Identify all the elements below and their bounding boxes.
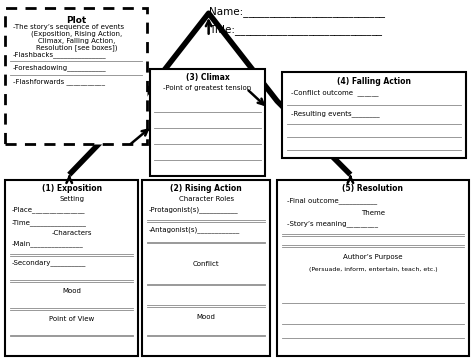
Text: (Persuade, inform, entertain, teach, etc.): (Persuade, inform, entertain, teach, etc… — [309, 267, 437, 272]
Text: -Protagonist(s)___________: -Protagonist(s)___________ — [149, 207, 238, 213]
Text: Theme: Theme — [361, 210, 385, 216]
Text: Plot: Plot — [66, 15, 86, 24]
Text: -Story’s meaning_________: -Story’s meaning_________ — [287, 221, 378, 227]
Text: -Main_______________: -Main_______________ — [12, 240, 84, 247]
Text: -Place_______________: -Place_______________ — [12, 207, 85, 213]
Text: Climax, Falling Action,: Climax, Falling Action, — [37, 37, 115, 44]
Bar — [5, 180, 138, 356]
Text: Author’s Purpose: Author’s Purpose — [343, 254, 402, 260]
Text: (2) Rising Action: (2) Rising Action — [171, 184, 242, 193]
Text: Character Roles: Character Roles — [179, 196, 234, 202]
Text: -Characters: -Characters — [51, 230, 92, 236]
Text: -The story’s sequence of events: -The story’s sequence of events — [12, 24, 124, 30]
Text: Name:___________________________: Name:___________________________ — [209, 6, 384, 17]
Bar — [150, 69, 265, 176]
Text: Setting: Setting — [59, 196, 84, 202]
Bar — [277, 180, 469, 356]
Text: -Secondary__________: -Secondary__________ — [12, 259, 86, 266]
Bar — [5, 8, 147, 144]
Text: -Foreshadowing___________: -Foreshadowing___________ — [12, 64, 106, 71]
Text: (3) Climax: (3) Climax — [186, 73, 229, 82]
Text: -Final outcome___________: -Final outcome___________ — [287, 198, 377, 204]
Text: Resolution [see boxes]): Resolution [see boxes]) — [36, 44, 117, 51]
Text: Point of View: Point of View — [49, 316, 94, 322]
Text: -Point of greatest tension: -Point of greatest tension — [164, 85, 252, 91]
Text: -Resulting events________: -Resulting events________ — [291, 111, 380, 117]
Bar — [143, 180, 270, 356]
Text: (Exposition, Rising Action,: (Exposition, Rising Action, — [31, 31, 122, 37]
Text: -Flashforwards ___________: -Flashforwards ___________ — [12, 78, 104, 85]
Text: Title:____________________________: Title:____________________________ — [209, 24, 382, 35]
Text: (4) Falling Action: (4) Falling Action — [337, 77, 411, 86]
Text: (5) Resolution: (5) Resolution — [342, 184, 403, 193]
Bar — [282, 72, 466, 158]
Text: (1) Exposition: (1) Exposition — [42, 184, 101, 193]
Text: -Conflict outcome  ______: -Conflict outcome ______ — [291, 90, 379, 96]
Text: -Antagonist(s)____________: -Antagonist(s)____________ — [149, 226, 240, 233]
Text: Mood: Mood — [197, 314, 216, 320]
Text: Conflict: Conflict — [193, 261, 219, 267]
Text: -Time________________: -Time________________ — [12, 219, 87, 226]
Text: -Flashbacks_______________: -Flashbacks_______________ — [12, 51, 106, 58]
Text: Mood: Mood — [62, 288, 81, 294]
